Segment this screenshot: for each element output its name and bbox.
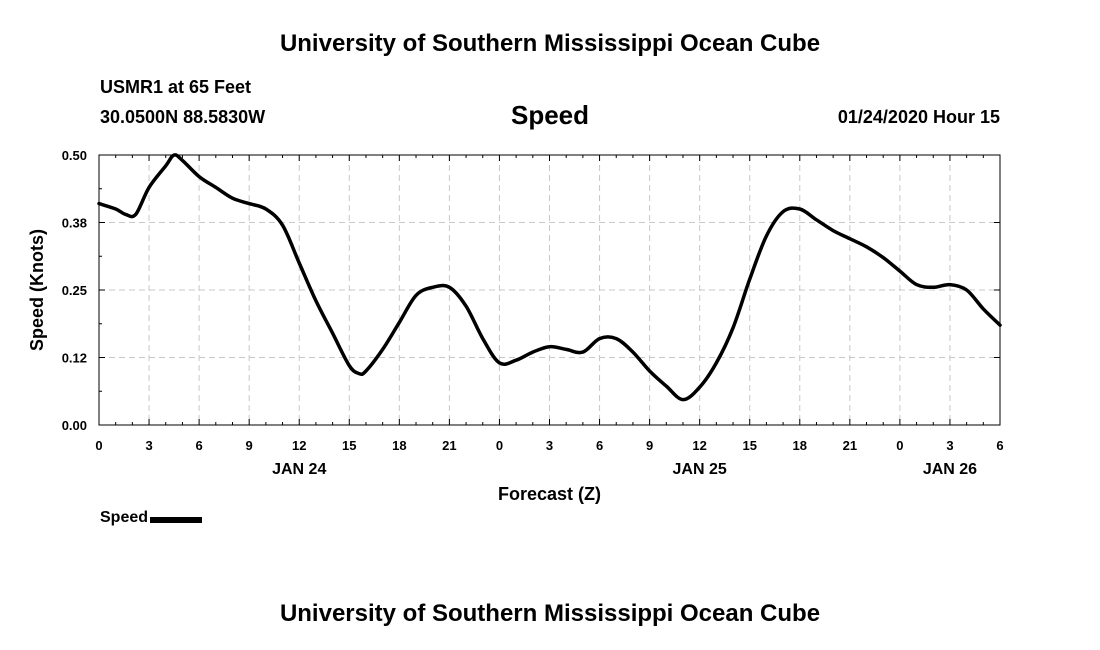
date-label: JAN 25 bbox=[673, 461, 727, 478]
chart-title: Speed bbox=[510, 100, 590, 130]
date-label: JAN 24 bbox=[272, 461, 326, 478]
data-point bbox=[832, 229, 834, 232]
data-point bbox=[173, 154, 175, 156]
data-point bbox=[615, 337, 618, 340]
data-point bbox=[398, 321, 401, 324]
data-point bbox=[331, 332, 334, 335]
x-tick-label: 12 bbox=[292, 438, 306, 453]
data-point bbox=[348, 364, 351, 367]
data-point bbox=[565, 348, 567, 351]
data-point bbox=[114, 208, 117, 210]
data-point bbox=[748, 278, 751, 281]
data-point bbox=[915, 283, 918, 286]
x-tick-label: 21 bbox=[442, 438, 456, 453]
x-axis-label: Forecast (Z) bbox=[498, 484, 601, 504]
data-point bbox=[865, 246, 868, 248]
data-point bbox=[198, 175, 200, 178]
x-tick-label: 15 bbox=[742, 438, 756, 453]
data-point bbox=[164, 165, 167, 167]
data-point bbox=[665, 385, 668, 387]
data-point bbox=[148, 186, 150, 189]
y-tick-label: 0.00 bbox=[62, 418, 87, 433]
data-point bbox=[582, 351, 584, 353]
data-point bbox=[598, 337, 601, 340]
x-tick-label: 9 bbox=[646, 438, 653, 453]
data-point bbox=[448, 286, 451, 289]
x-tick-label: 15 bbox=[342, 438, 356, 453]
x-tick-label: 3 bbox=[946, 438, 953, 453]
y-tick-label: 0.38 bbox=[62, 216, 87, 231]
data-point bbox=[982, 308, 985, 310]
data-point bbox=[481, 337, 484, 340]
data-point bbox=[315, 300, 317, 302]
y-tick-label: 0.50 bbox=[62, 148, 87, 163]
x-tick-label: 3 bbox=[546, 438, 553, 453]
data-point bbox=[999, 324, 1001, 326]
x-tick-label: 6 bbox=[996, 438, 1003, 453]
data-point bbox=[632, 351, 634, 353]
data-point bbox=[215, 186, 217, 189]
data-point bbox=[124, 213, 127, 216]
y-axis-label: Speed (Knots) bbox=[27, 229, 47, 351]
data-point bbox=[532, 351, 534, 353]
data-point bbox=[965, 289, 968, 291]
data-point bbox=[548, 345, 551, 348]
x-tick-label: 3 bbox=[145, 438, 152, 453]
station-label: USMR1 at 65 Feet bbox=[100, 77, 252, 97]
data-point bbox=[949, 283, 951, 286]
data-point bbox=[798, 208, 801, 210]
legend-line-swatch bbox=[150, 516, 203, 523]
data-point bbox=[715, 362, 718, 364]
data-point bbox=[498, 362, 501, 364]
x-tick-label: 0 bbox=[95, 438, 102, 453]
x-tick-label: 18 bbox=[392, 438, 406, 453]
data-point bbox=[782, 210, 784, 213]
legend: Speed bbox=[100, 509, 203, 527]
data-point bbox=[882, 256, 884, 259]
timestamp-label: 01/24/2020 Hour 15 bbox=[837, 107, 1000, 127]
x-tick-label: 9 bbox=[246, 438, 253, 453]
x-tick-label: 6 bbox=[195, 438, 202, 453]
speed-series-line bbox=[97, 153, 1002, 402]
data-point bbox=[682, 398, 684, 401]
data-point bbox=[98, 202, 100, 205]
data-point bbox=[899, 270, 901, 272]
data-point bbox=[648, 370, 651, 372]
header-title: University of Southern Mississippi Ocean… bbox=[279, 30, 821, 57]
data-point bbox=[765, 235, 768, 237]
x-tick-label: 21 bbox=[843, 438, 857, 453]
footer-title: University of Southern Mississippi Ocean… bbox=[279, 600, 821, 627]
legend-label: Speed bbox=[100, 509, 149, 526]
data-point bbox=[732, 327, 734, 329]
data-point bbox=[932, 286, 935, 289]
x-tick-label: 6 bbox=[596, 438, 603, 453]
x-tick-label: 12 bbox=[692, 438, 706, 453]
y-tick-label: 0.25 bbox=[62, 283, 87, 298]
data-point bbox=[465, 305, 467, 308]
data-point bbox=[415, 294, 417, 297]
data-point bbox=[134, 213, 137, 216]
y-tick-label: 0.12 bbox=[62, 351, 87, 366]
data-point bbox=[815, 219, 818, 221]
data-point bbox=[265, 208, 267, 210]
data-point bbox=[365, 370, 367, 372]
data-point bbox=[298, 262, 301, 264]
data-point bbox=[431, 286, 434, 289]
x-tick-label: 0 bbox=[496, 438, 503, 453]
data-point bbox=[248, 202, 250, 205]
date-label: JAN 26 bbox=[923, 461, 977, 478]
data-point bbox=[381, 348, 384, 351]
data-point bbox=[281, 224, 284, 226]
data-point bbox=[515, 359, 517, 362]
data-point bbox=[698, 386, 701, 389]
data-point bbox=[358, 372, 361, 375]
x-tick-label: 0 bbox=[896, 438, 903, 453]
data-point bbox=[231, 197, 234, 199]
data-point bbox=[849, 237, 851, 240]
x-tick-label: 18 bbox=[793, 438, 807, 453]
coordinates-label: 30.0500N 88.5830W bbox=[100, 107, 266, 127]
data-point bbox=[181, 159, 184, 162]
